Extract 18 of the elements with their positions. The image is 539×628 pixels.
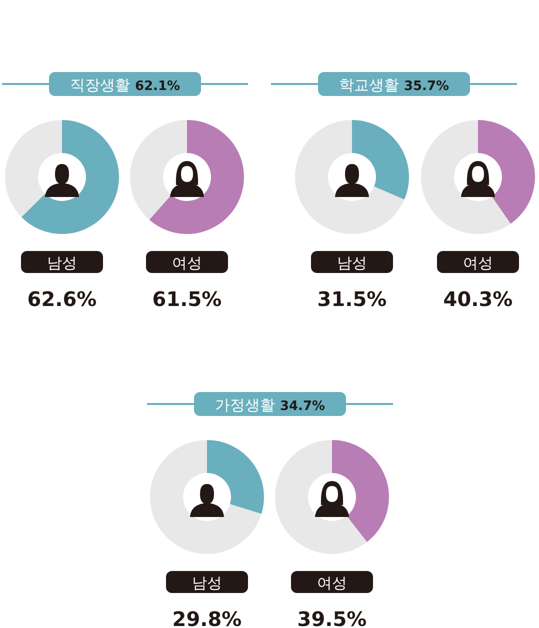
text: 가정생활 [214, 396, 275, 414]
text: 62.6% [27, 287, 97, 311]
text: 31.5% [317, 287, 387, 311]
text: 62.1% [134, 79, 180, 94]
text: 35.7% [404, 79, 450, 94]
text: 39.5% [297, 607, 367, 628]
text: 여성 [172, 254, 202, 272]
text: 61.5% [152, 287, 222, 311]
text: 남성 [192, 574, 222, 592]
text: 학교생활 [338, 76, 399, 94]
text: 직장생활 [70, 76, 130, 94]
text: 여성 [317, 574, 347, 592]
text: 40.3% [443, 287, 513, 311]
text: 34.7% [280, 399, 326, 414]
text: 남성 [47, 254, 77, 272]
text: 남성 [337, 254, 367, 272]
text: 여성 [463, 254, 493, 272]
text: 29.8% [172, 607, 242, 628]
